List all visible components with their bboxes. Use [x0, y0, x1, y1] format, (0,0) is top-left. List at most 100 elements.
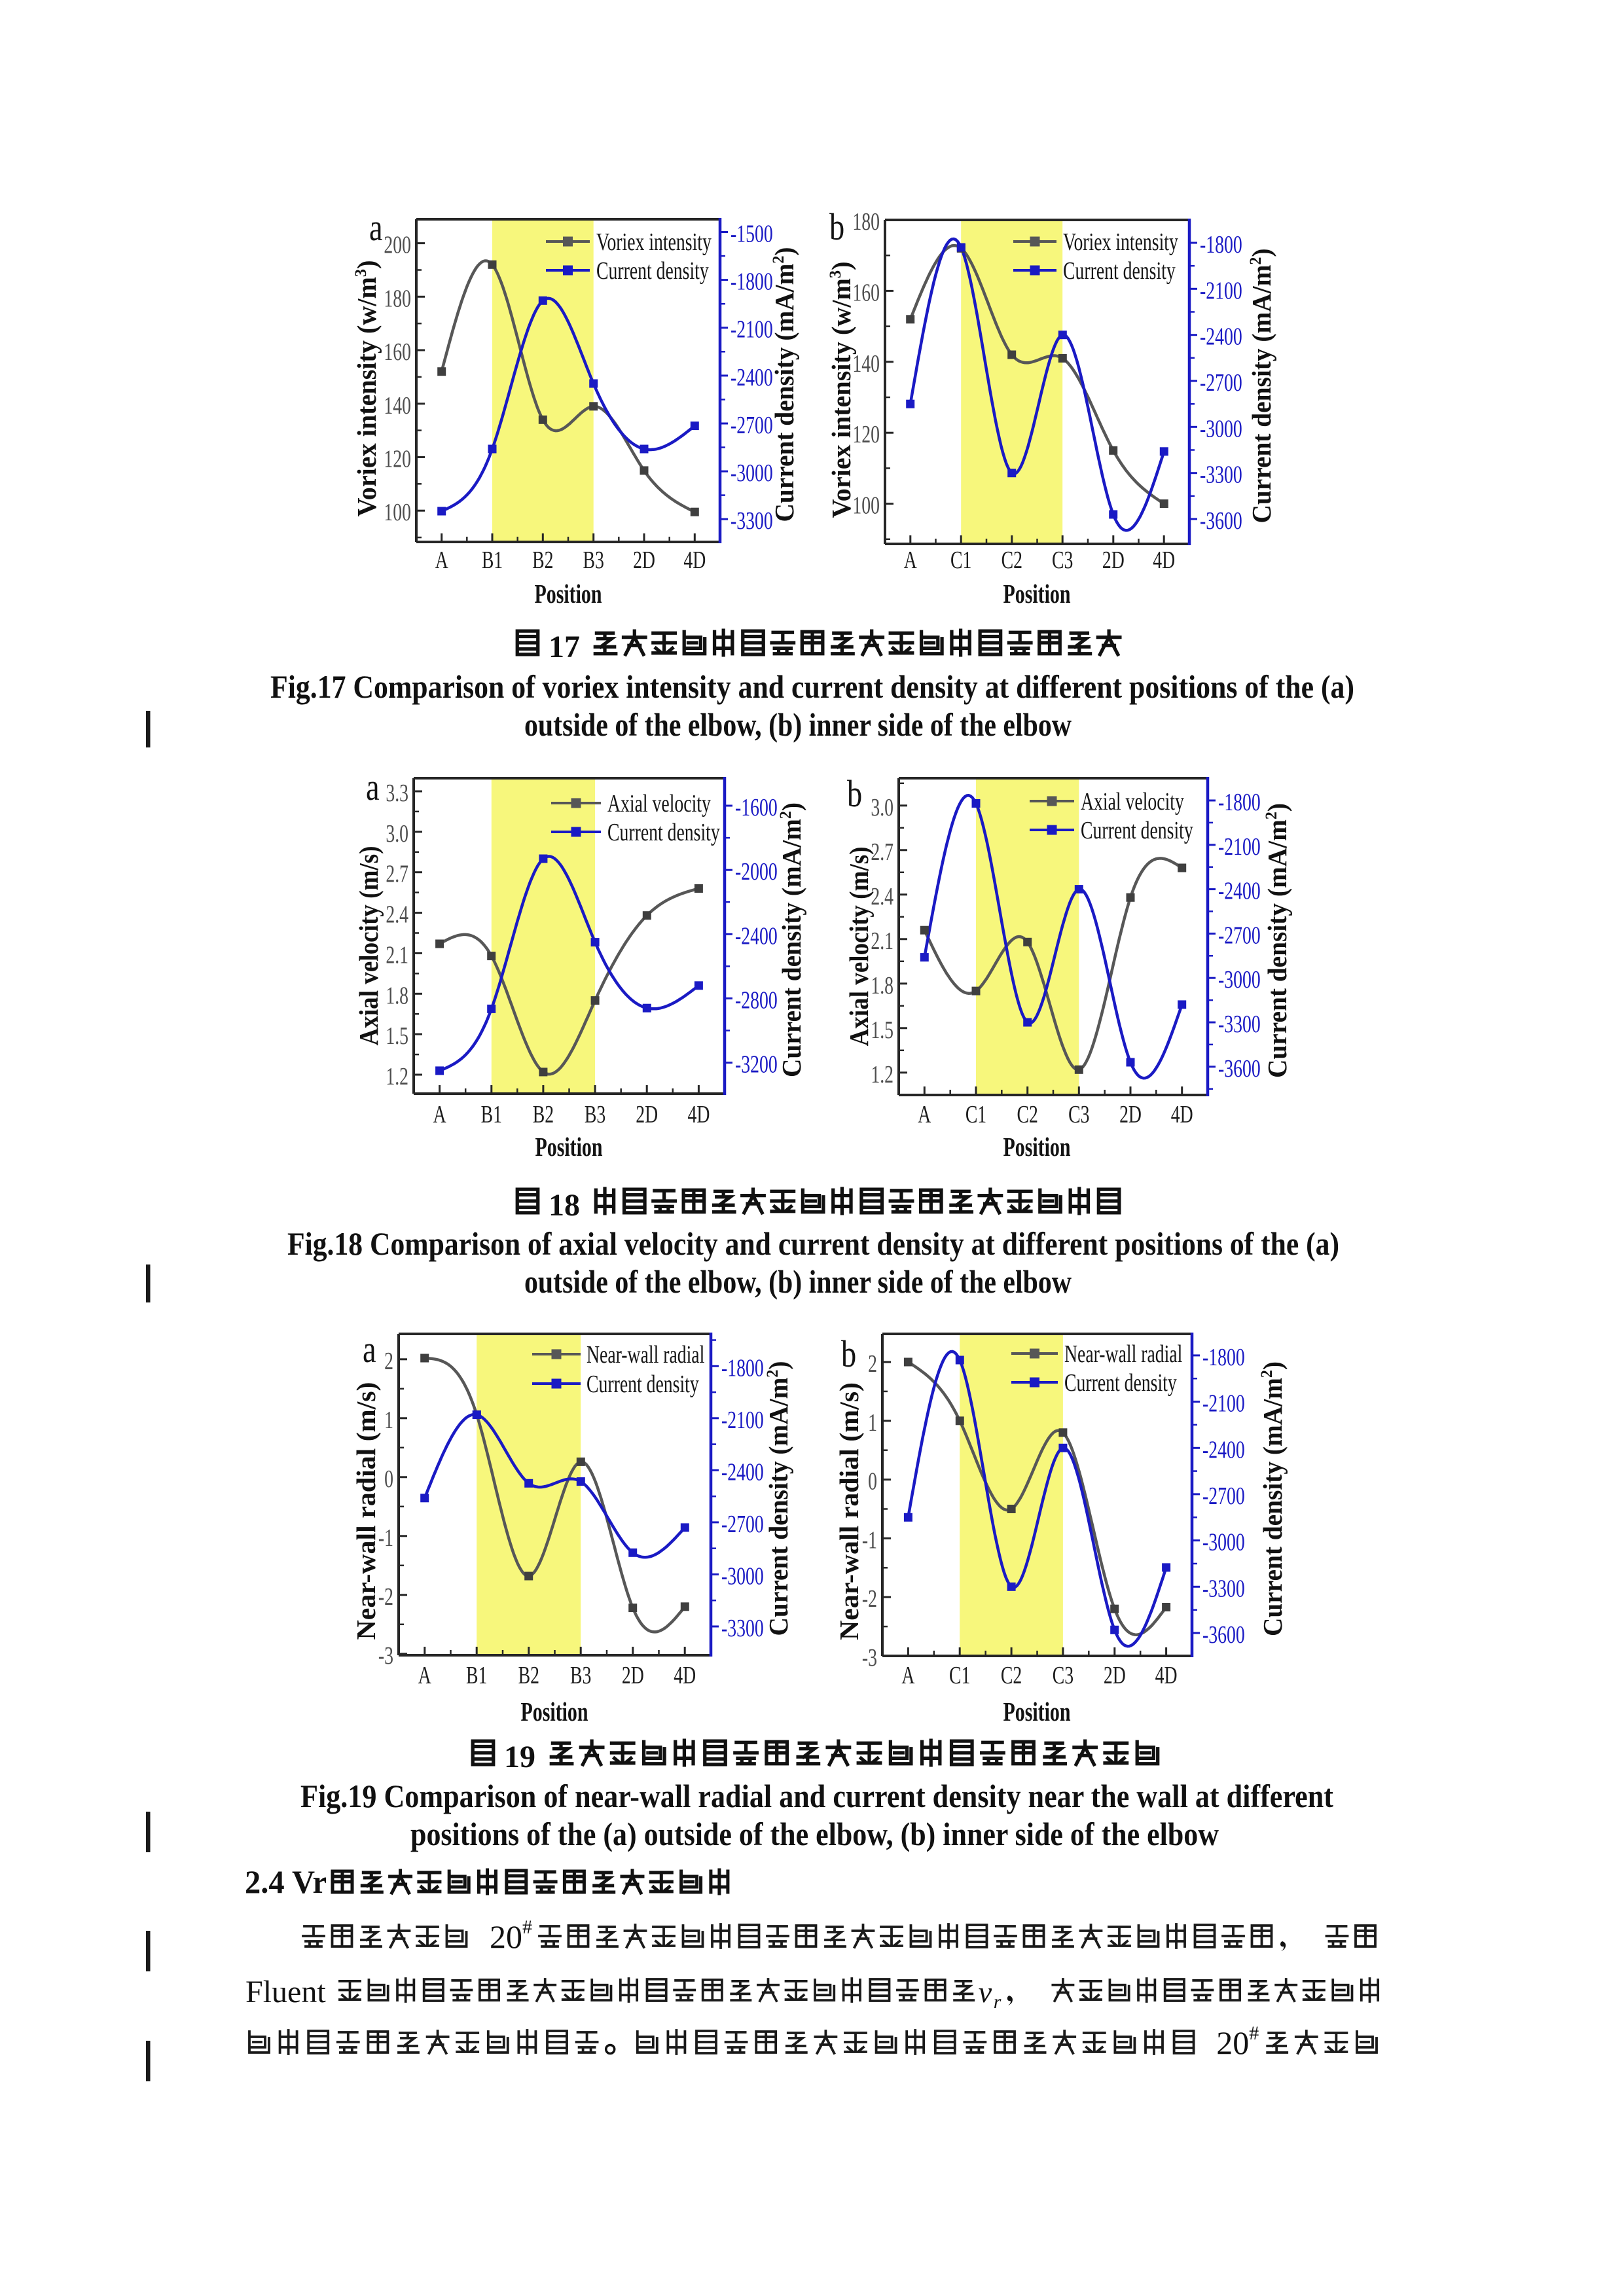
- svg-text:b: b: [847, 773, 862, 815]
- svg-text:Fig.17 Comparison of voriex in: Fig.17 Comparison of voriex intensity an…: [270, 668, 1354, 705]
- svg-text:1: 1: [384, 1407, 393, 1434]
- svg-text:-1600: -1600: [735, 794, 778, 821]
- svg-text:r: r: [994, 1991, 1001, 2013]
- svg-text:B3: B3: [583, 547, 604, 574]
- svg-text:Voriex intensity (w/m3​): Voriex intensity (w/m3​): [352, 260, 382, 517]
- svg-text:-3300: -3300: [1200, 461, 1242, 489]
- svg-text:-2100: -2100: [1200, 277, 1242, 304]
- svg-text:140: 140: [852, 350, 880, 378]
- svg-text:17: 17: [549, 630, 580, 664]
- svg-text:2D: 2D: [1104, 1662, 1126, 1689]
- svg-text:1.2: 1.2: [871, 1061, 893, 1088]
- svg-text:160: 160: [852, 279, 880, 306]
- svg-text:20: 20: [1216, 2024, 1249, 2061]
- svg-text:1.2: 1.2: [386, 1063, 408, 1090]
- svg-text:#: #: [522, 1916, 532, 1938]
- svg-text:C3: C3: [1053, 1662, 1074, 1689]
- svg-text:-2400: -2400: [731, 364, 773, 391]
- svg-text:-1800: -1800: [1202, 1344, 1245, 1371]
- svg-text:2D: 2D: [1119, 1101, 1142, 1128]
- svg-text:a: a: [366, 766, 380, 808]
- svg-text:-2700: -2700: [721, 1511, 764, 1538]
- svg-text:-3000: -3000: [721, 1562, 764, 1590]
- svg-text:Near-wall radial: Near-wall radial: [586, 1341, 704, 1369]
- svg-text:2.4 Vr: 2.4 Vr: [245, 1863, 327, 1900]
- svg-text:Position: Position: [534, 579, 602, 609]
- svg-text:C2: C2: [1001, 547, 1022, 574]
- svg-text:A: A: [901, 1662, 914, 1689]
- svg-text:Axial velocity: Axial velocity: [1081, 788, 1184, 816]
- svg-text:140: 140: [384, 392, 411, 420]
- svg-text:-3300: -3300: [721, 1615, 764, 1642]
- svg-text:4D: 4D: [674, 1662, 696, 1689]
- svg-text:-3: -3: [862, 1644, 877, 1672]
- svg-text:Current density: Current density: [596, 257, 709, 285]
- svg-text:Fig.19 Comparison of near-wall: Fig.19 Comparison of near-wall radial an…: [300, 1778, 1333, 1814]
- svg-text:b: b: [829, 206, 844, 248]
- svg-text:2D: 2D: [1102, 547, 1125, 574]
- svg-text:a: a: [369, 207, 383, 249]
- svg-text:A: A: [418, 1662, 431, 1689]
- svg-text:-2700: -2700: [1202, 1482, 1245, 1510]
- svg-text:3.0: 3.0: [386, 820, 408, 848]
- svg-text:-3: -3: [378, 1642, 393, 1670]
- svg-text:-2400: -2400: [735, 922, 778, 950]
- svg-text:-1800: -1800: [721, 1354, 764, 1382]
- svg-text:100: 100: [852, 492, 880, 519]
- svg-text:B2: B2: [533, 1101, 554, 1128]
- svg-text:-1800: -1800: [1218, 789, 1261, 816]
- svg-text:Current density (mA/m2​): Current density (mA/m2​): [763, 1361, 793, 1636]
- svg-text:A: A: [435, 547, 448, 574]
- svg-text:C3: C3: [1068, 1101, 1089, 1128]
- svg-text:2.4: 2.4: [386, 901, 408, 928]
- svg-text:-2100: -2100: [1218, 833, 1261, 861]
- svg-text:120: 120: [852, 421, 880, 448]
- svg-text:A: A: [433, 1101, 446, 1128]
- svg-text:-3000: -3000: [731, 459, 773, 487]
- svg-text:Current density: Current density: [607, 819, 720, 846]
- svg-text:Position: Position: [1003, 1132, 1070, 1162]
- svg-text:1.8: 1.8: [871, 972, 893, 999]
- svg-text:Position: Position: [1003, 1696, 1070, 1727]
- svg-text:4D: 4D: [683, 547, 706, 574]
- svg-text:C3: C3: [1052, 547, 1073, 574]
- svg-text:200: 200: [384, 231, 411, 259]
- svg-text:2.1: 2.1: [871, 927, 893, 955]
- svg-text:C1: C1: [949, 1662, 970, 1689]
- svg-text:2D: 2D: [622, 1662, 644, 1689]
- svg-text:B2: B2: [532, 547, 553, 574]
- svg-text:A: A: [918, 1101, 931, 1128]
- svg-text:Current density (mA/m2​): Current density (mA/m2​): [769, 247, 799, 522]
- svg-text:-2100: -2100: [731, 316, 773, 344]
- svg-text:-3000: -3000: [1202, 1528, 1245, 1556]
- svg-text:1.5: 1.5: [871, 1016, 893, 1044]
- svg-text:-3000: -3000: [1218, 966, 1261, 994]
- svg-text:Position: Position: [1003, 579, 1070, 609]
- svg-text:-3300: -3300: [731, 507, 773, 535]
- svg-text:Fig.18 Comparison of axial vel: Fig.18 Comparison of axial velocity and …: [287, 1225, 1339, 1262]
- svg-text:-3600: -3600: [1218, 1055, 1261, 1083]
- svg-text:-2400: -2400: [1200, 323, 1242, 351]
- svg-text:v: v: [979, 1975, 992, 2009]
- svg-text:3.0: 3.0: [871, 794, 893, 821]
- svg-text:-1: -1: [862, 1526, 877, 1554]
- svg-text:19: 19: [504, 1740, 535, 1774]
- svg-text:2.7: 2.7: [386, 861, 408, 888]
- svg-text:B1: B1: [482, 547, 503, 574]
- svg-text:Current density (mA/m2​): Current density (mA/m2​): [776, 802, 806, 1077]
- svg-text:Current density (mA/m2​): Current density (mA/m2​): [1262, 803, 1292, 1078]
- svg-text:-2: -2: [862, 1585, 877, 1613]
- svg-text:-2800: -2800: [735, 986, 778, 1014]
- svg-text:Axial velocity (m/s): Axial velocity (m/s): [353, 846, 384, 1046]
- svg-text:-1500: -1500: [731, 220, 773, 247]
- svg-text:4D: 4D: [1171, 1101, 1193, 1128]
- svg-text:-3300: -3300: [1218, 1011, 1261, 1038]
- svg-text:-1800: -1800: [1200, 231, 1242, 259]
- svg-text:2: 2: [868, 1350, 877, 1378]
- svg-text:0: 0: [384, 1465, 393, 1493]
- svg-text:-2000: -2000: [735, 858, 778, 886]
- svg-text:2.4: 2.4: [871, 883, 893, 910]
- svg-text:A: A: [904, 547, 917, 574]
- svg-text:-1800: -1800: [731, 268, 773, 295]
- svg-text:positions of the (a) outside o: positions of the (a) outside of the elbo…: [410, 1816, 1219, 1852]
